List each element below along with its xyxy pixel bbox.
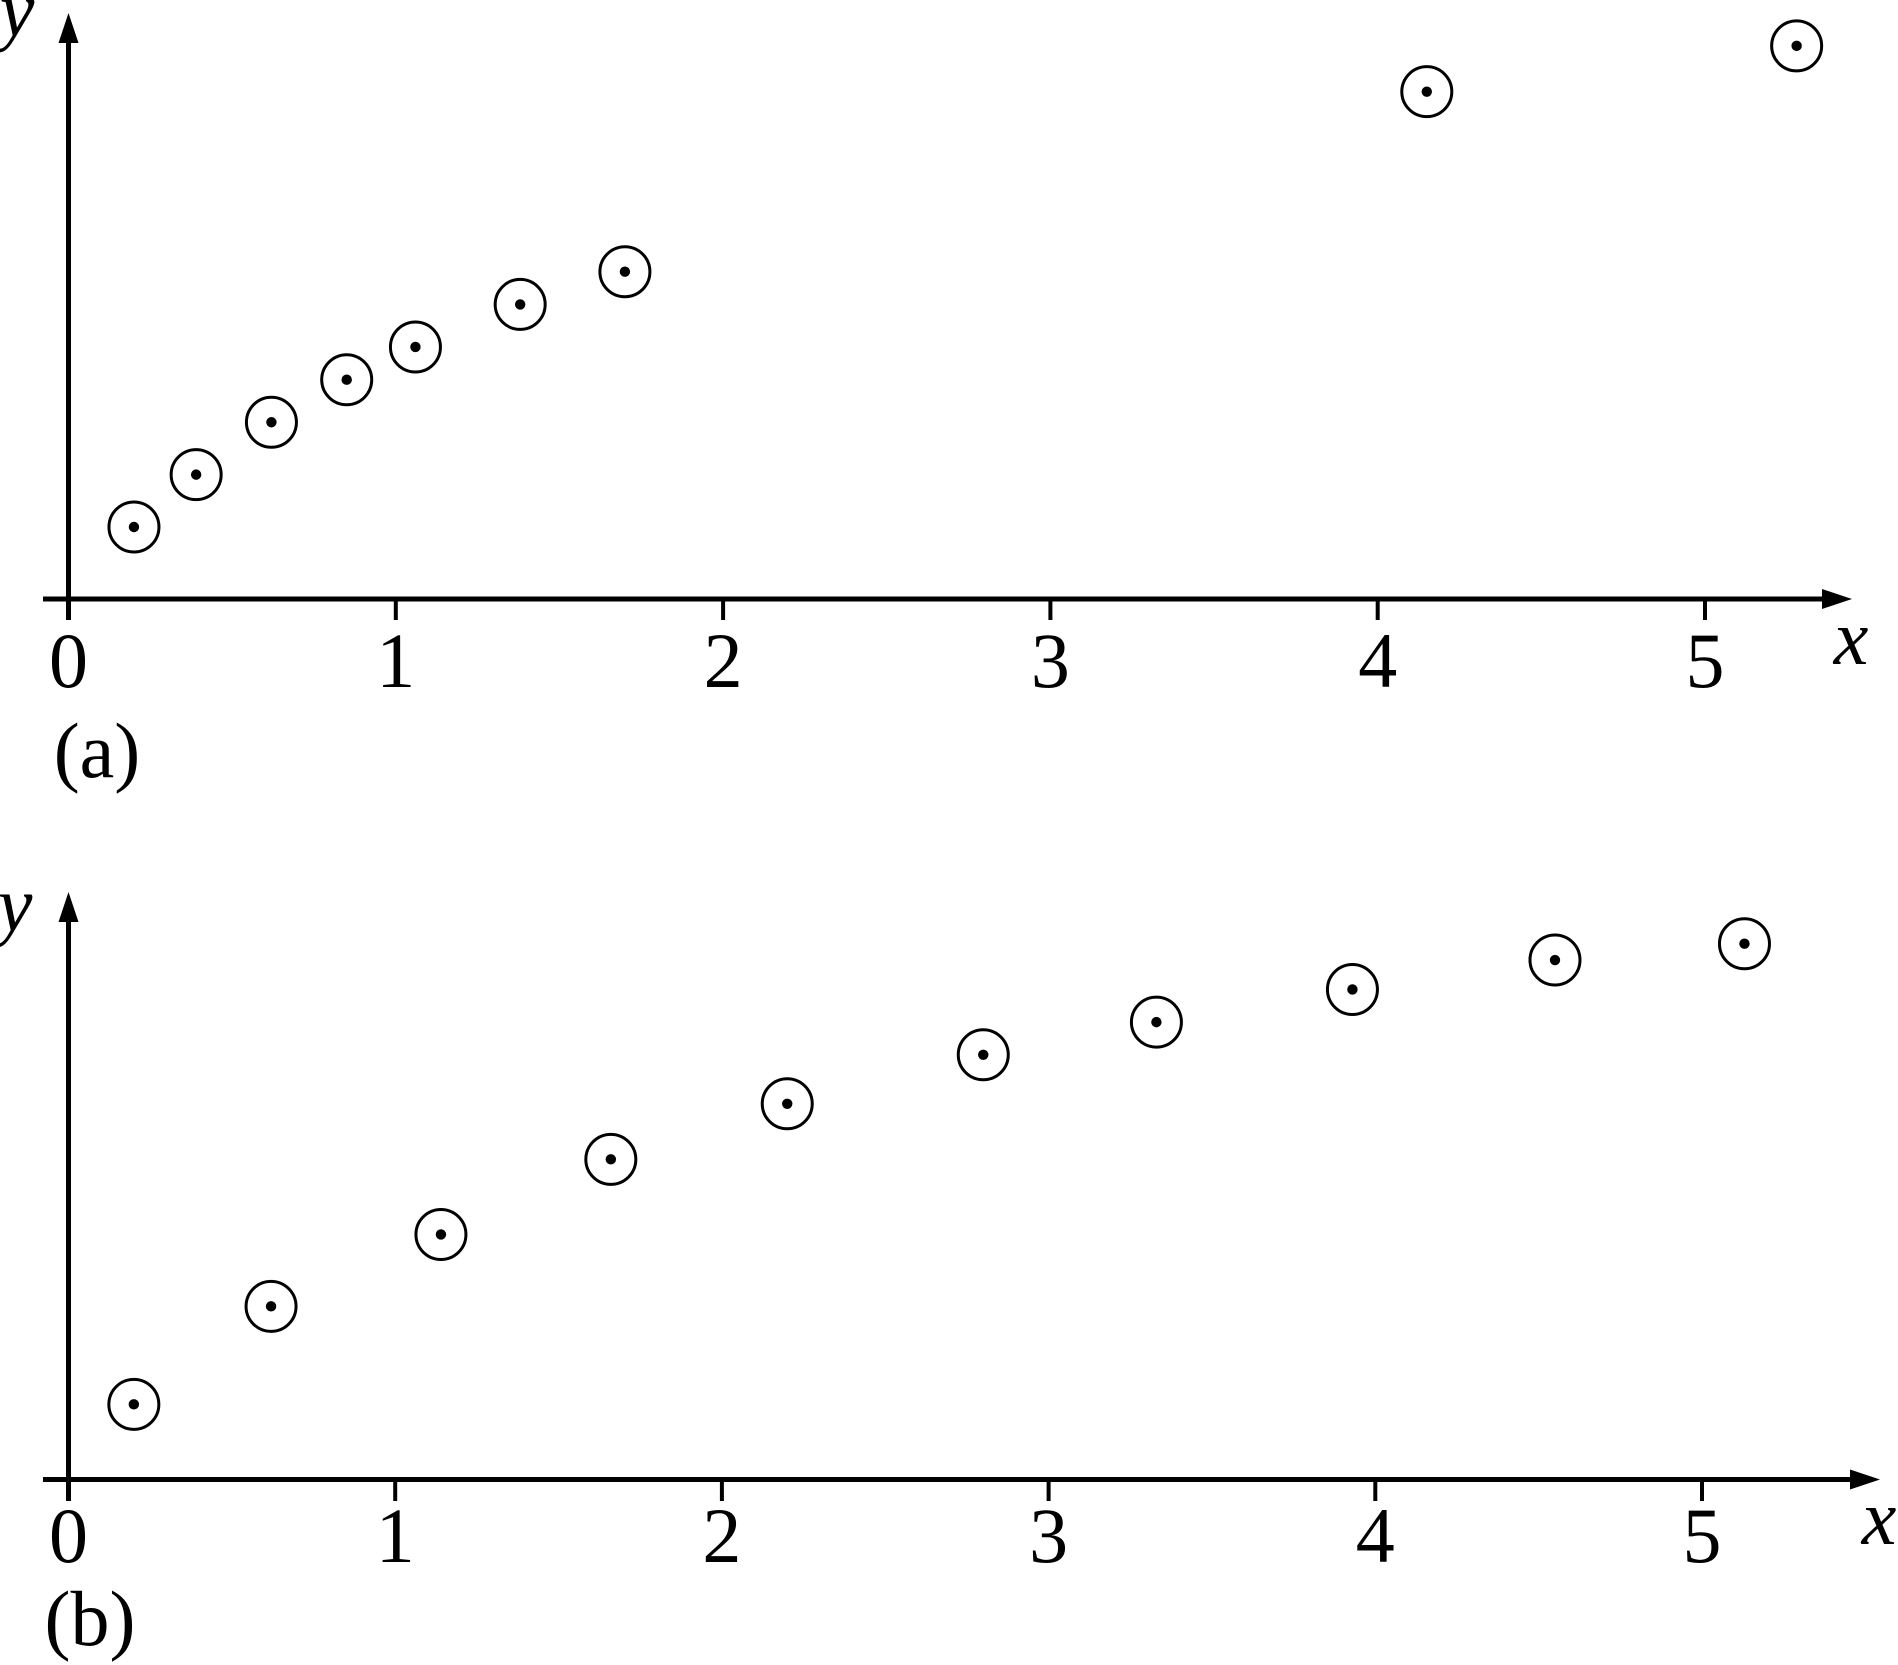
data-point <box>1400 65 1454 119</box>
data-point <box>1528 933 1582 987</box>
x-tick-label: 0 <box>49 617 88 704</box>
x-tick-label: 1 <box>376 617 415 704</box>
data-point <box>1770 19 1824 73</box>
x-tick-label: 2 <box>702 1492 741 1579</box>
data-point <box>107 1377 161 1431</box>
x-tick-label: 5 <box>1683 1492 1722 1579</box>
data-point-dot <box>782 1098 793 1109</box>
data-point <box>320 353 374 407</box>
data-point <box>388 320 442 374</box>
x-tick-label: 4 <box>1358 617 1397 704</box>
data-point-dot <box>435 1229 447 1240</box>
data-point <box>414 1207 468 1261</box>
x-tick-label: 3 <box>1029 1492 1068 1579</box>
data-point-dot <box>341 374 352 385</box>
data-point-dot <box>1549 954 1561 966</box>
x-tick-label: 0 <box>49 1492 88 1579</box>
data-point-dot <box>1791 40 1802 52</box>
data-point-dot <box>1739 938 1750 949</box>
x-tick-label: 3 <box>1031 617 1070 704</box>
data-point-dot <box>410 341 421 353</box>
data-point <box>493 277 547 331</box>
x-axis-arrowhead-icon <box>1822 589 1852 609</box>
x-axis-label: x <box>1861 1474 1897 1561</box>
y-axis-label: y <box>0 861 33 948</box>
data-point-dot <box>190 469 202 480</box>
data-point <box>1717 917 1771 971</box>
y-axis-label: y <box>0 0 35 53</box>
x-tick-label: 2 <box>704 617 743 704</box>
data-point <box>169 448 223 502</box>
data-point-dot <box>266 417 277 428</box>
x-axis-arrowhead-icon <box>1850 1469 1880 1490</box>
data-point <box>760 1077 814 1131</box>
data-point <box>584 1132 638 1186</box>
x-axis-label: x <box>1833 594 1869 681</box>
plot-b: 0 1 2 3 4 5 x y (b) <box>0 861 1897 1662</box>
y-axis-arrowhead-icon <box>58 892 79 922</box>
subplot-label-a: (a) <box>54 707 141 794</box>
y-axis-arrowhead-icon <box>58 13 79 43</box>
x-tick-label: 5 <box>1686 617 1725 704</box>
data-point-dot <box>265 1301 277 1312</box>
data-point-dot <box>514 299 526 310</box>
subplot-label-b: (b) <box>45 1575 136 1662</box>
data-point-dot <box>128 521 140 533</box>
data-point <box>956 1028 1010 1082</box>
data-point <box>598 245 652 299</box>
x-tick-label: 4 <box>1356 1492 1395 1579</box>
data-point <box>107 500 161 554</box>
x-tick-label: 1 <box>376 1492 415 1579</box>
data-point-dot <box>1347 984 1358 995</box>
data-point-dot <box>619 266 631 277</box>
data-point <box>1129 995 1183 1049</box>
data-point-dot <box>605 1154 617 1165</box>
data-point <box>1325 962 1379 1016</box>
data-point <box>244 1279 298 1333</box>
data-point-dot <box>1421 86 1432 97</box>
data-point-dot <box>128 1399 140 1410</box>
data-point-dot <box>1151 1016 1162 1028</box>
data-point-dot <box>978 1049 989 1060</box>
data-point <box>244 395 298 449</box>
plot-a: 0 1 2 3 4 5 x y (a) <box>0 0 1869 794</box>
